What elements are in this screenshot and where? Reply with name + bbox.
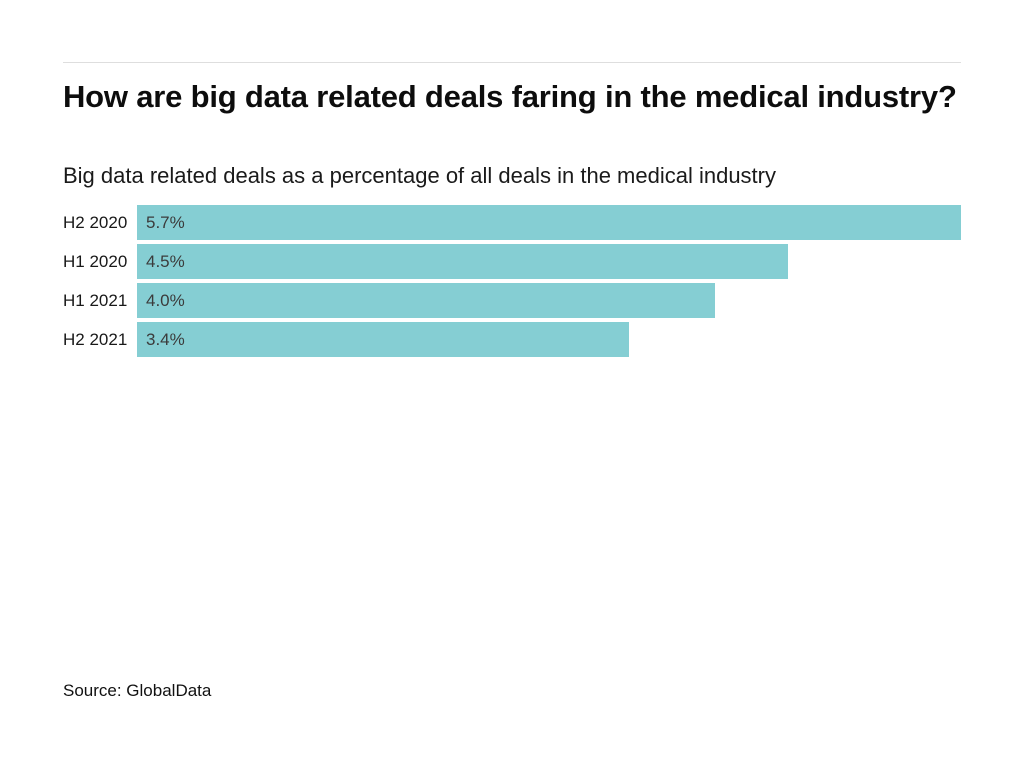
bar: 5.7%: [137, 205, 961, 240]
top-divider: [63, 62, 961, 63]
category-label: H2 2020: [63, 213, 128, 232]
bar-track: 4.5%: [137, 244, 961, 279]
bar: 4.0%: [137, 283, 716, 318]
page-title: How are big data related deals faring in…: [63, 79, 957, 114]
bar: 3.4%: [137, 322, 629, 357]
source-note: Source: GlobalData: [63, 681, 212, 700]
value-label: 5.7%: [146, 212, 185, 232]
chart-row: H1 2021 4.0%: [63, 283, 961, 318]
bar-chart: H2 2020 5.7% H1 2020 4.5% H1 2021 4.0% H2 2021…: [63, 205, 961, 361]
value-label: 4.5%: [146, 251, 185, 271]
category-label: H2 2021: [63, 330, 128, 349]
chart-row: H1 2020 4.5%: [63, 244, 961, 279]
value-label: 3.4%: [146, 329, 185, 349]
chart-row: H2 2021 3.4%: [63, 322, 961, 357]
bar-track: 4.0%: [137, 283, 961, 318]
chart-row: H2 2020 5.7%: [63, 205, 961, 240]
bar-track: 3.4%: [137, 322, 961, 357]
bar-track: 5.7%: [137, 205, 961, 240]
category-label: H1 2021: [63, 291, 128, 310]
chart-subtitle: Big data related deals as a percentage o…: [63, 163, 776, 188]
bar: 4.5%: [137, 244, 788, 279]
category-label: H1 2020: [63, 252, 128, 271]
value-label: 4.0%: [146, 290, 185, 310]
